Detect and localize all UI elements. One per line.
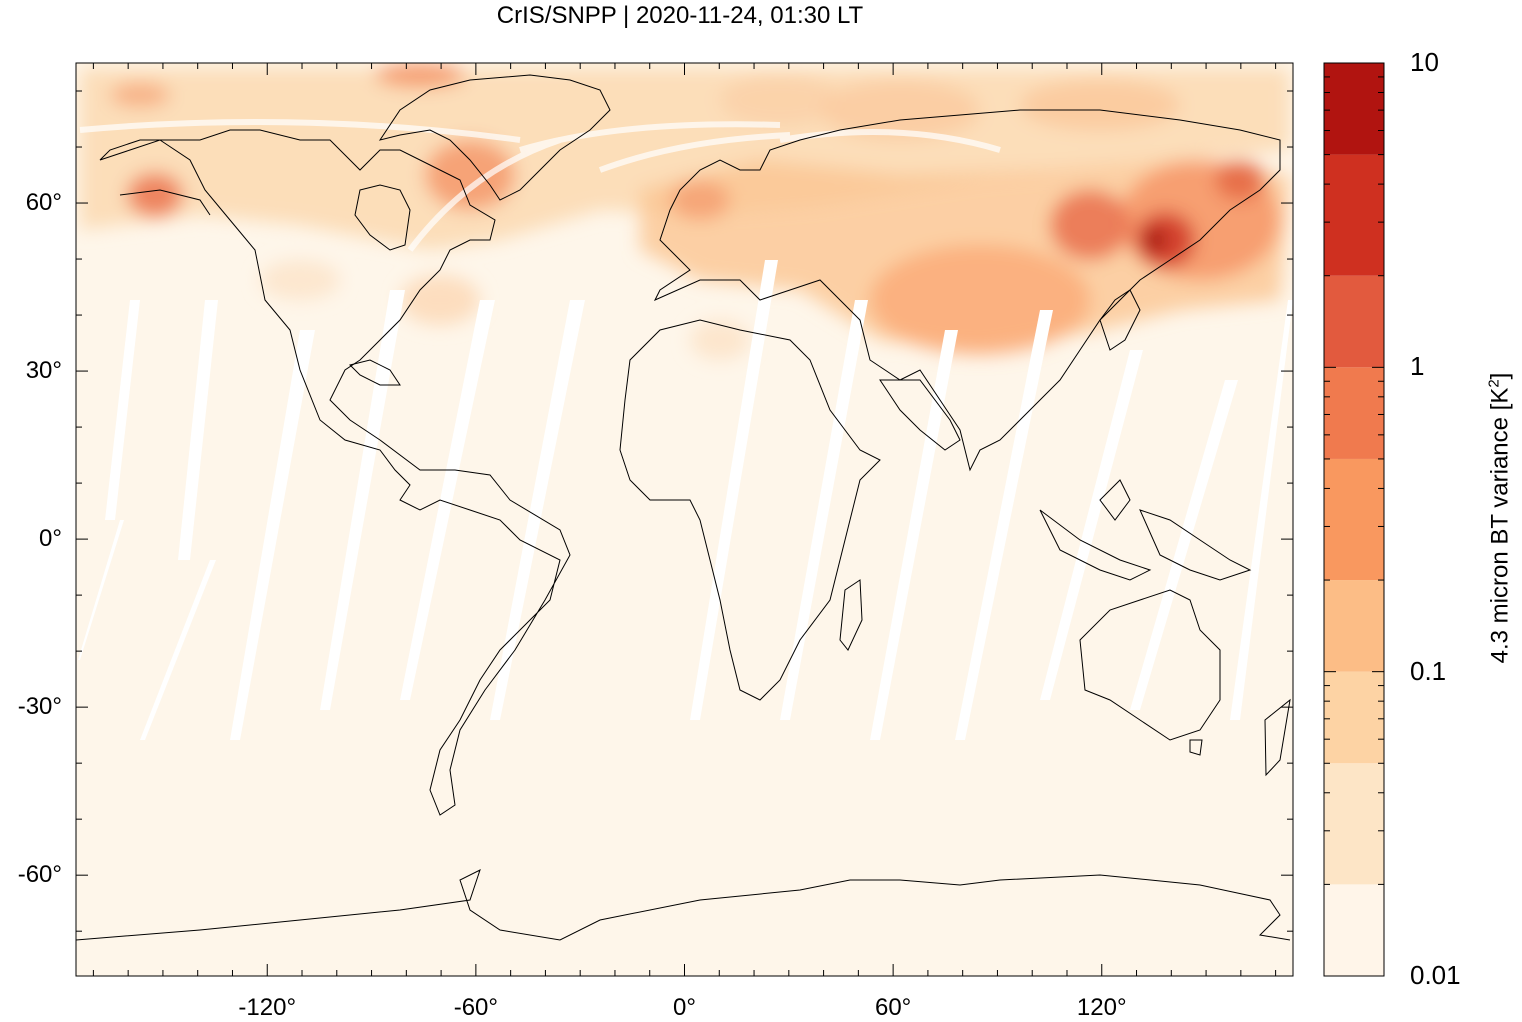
colorbar-band xyxy=(1324,154,1384,276)
x-tick-label: 120° xyxy=(1076,994,1127,1021)
y-tick-label: -60° xyxy=(17,861,62,889)
colorbar-tick-label: 0.1 xyxy=(1410,655,1447,686)
colorbar-band xyxy=(1324,580,1384,672)
colorbar-band xyxy=(1324,458,1384,581)
x-tick-label: -60° xyxy=(453,994,499,1021)
colorbar xyxy=(1323,62,1385,977)
variance-field xyxy=(80,63,1290,360)
colorbar-frame xyxy=(1323,62,1385,977)
swath-gaps xyxy=(78,260,1293,740)
colorbar-ticks xyxy=(1324,76,1384,885)
coastlines xyxy=(76,74,1291,941)
x-tick-label: 60° xyxy=(874,994,912,1021)
colorbar-band xyxy=(1324,275,1384,368)
plot-title: CrIS/SNPP | 2020-11-24, 01:30 LT xyxy=(496,2,864,29)
colorbar-tick-label: 0.01 xyxy=(1410,960,1461,990)
y-tick-label: 60° xyxy=(25,189,62,217)
y-tick-label: -30° xyxy=(17,693,62,721)
colorbar-band xyxy=(1324,367,1384,459)
colorbar-band xyxy=(1324,63,1384,155)
x-tick-label: -120° xyxy=(238,994,297,1021)
colorbar-tick-label: 1 xyxy=(1410,351,1425,382)
colorbar-band xyxy=(1324,671,1384,764)
major-ticks xyxy=(76,63,1293,976)
y-tick-label: 0° xyxy=(39,525,62,553)
swath-edges xyxy=(79,119,1001,252)
colorbar-band xyxy=(1324,884,1384,976)
colorbar-title: 4.3 micron BT variance [K2] xyxy=(1485,372,1514,664)
minor-ticks xyxy=(76,63,1293,976)
x-tick-label: 0° xyxy=(673,994,696,1021)
colorbar-band xyxy=(1324,763,1384,885)
y-tick-label: 30° xyxy=(25,357,62,385)
colorbar-tick-label: 10 xyxy=(1410,47,1439,77)
